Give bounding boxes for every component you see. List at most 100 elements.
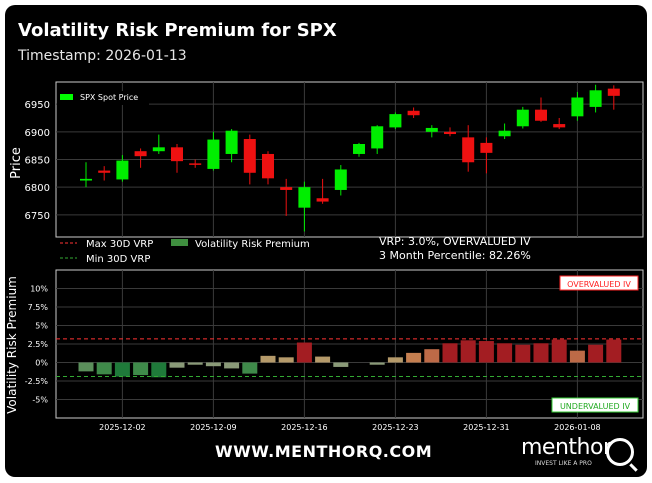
vrp-xtick-label: 2025-12-31: [463, 423, 510, 432]
vrp-bar: [169, 362, 185, 368]
candle-body: [589, 90, 602, 107]
candle-body: [516, 109, 529, 127]
vrp-ytick-label: 5%: [35, 322, 48, 331]
vrp-ytick-label: -5%: [32, 396, 48, 405]
vrp-ytick-label: 10%: [30, 285, 48, 294]
chart-title: Volatility Risk Premium for SPX: [18, 20, 337, 41]
vrp-ytick-label: 0%: [35, 359, 48, 368]
candle-body: [462, 137, 475, 163]
vrp-info-line-2: 3 Month Percentile: 82.26%: [379, 249, 531, 262]
undervalued-badge: [551, 397, 639, 413]
vrp-xtick-label: 2025-12-02: [99, 423, 146, 432]
vrp-bar: [478, 341, 494, 363]
price-ytick-label: 6750: [25, 211, 50, 222]
vrp-xtick-label: 2025-12-09: [190, 423, 237, 432]
vrp-bar: [205, 362, 221, 367]
candle-body: [189, 163, 202, 165]
candle-body: [134, 151, 147, 157]
candle-body: [535, 109, 547, 121]
price-legend-swatch: [60, 94, 73, 100]
candle-body: [152, 147, 165, 152]
candle-body: [553, 124, 566, 128]
vrp-bar: [114, 362, 130, 377]
candle-body: [480, 142, 493, 153]
price-legend-label: SPX Spot Price: [80, 93, 138, 102]
price-ytick-label: 6800: [25, 183, 50, 194]
brand-logo: menthor INVEST LIKE A PRO: [521, 435, 634, 467]
brand-q-icon: [606, 438, 634, 466]
vrp-bar: [224, 362, 240, 369]
vrp-bar: [133, 362, 149, 376]
vrp-bar: [278, 357, 294, 363]
price-ytick-label: 6850: [25, 156, 50, 167]
candle-body: [407, 110, 420, 116]
candle-body: [498, 130, 511, 137]
legend-max-label: Max 30D VRP: [86, 239, 153, 250]
vrp-bar: [497, 343, 513, 363]
vrp-bar: [387, 357, 403, 363]
legend-vrp-swatch: [171, 239, 188, 246]
candle-body: [262, 153, 274, 179]
vrp-ytick-label: -2.5%: [25, 377, 49, 386]
candle-body: [298, 187, 311, 208]
vrp-info-line-1: VRP: 3.0%, OVERVALUED IV: [379, 235, 531, 248]
candle-body: [98, 170, 111, 173]
legend-vrp-label: Volatility Risk Premium: [195, 239, 310, 250]
vrp-bar: [151, 362, 167, 378]
vrp-xtick-label: 2025-12-23: [372, 423, 419, 432]
price-ylabel: Price: [9, 147, 24, 179]
candle-body: [389, 114, 402, 128]
candle-body: [425, 127, 438, 132]
overvalued-badge: [559, 275, 639, 291]
vrp-xtick-label: 2026-01-08: [554, 423, 601, 432]
vrp-ylabel: Volatility Risk Premium: [5, 276, 19, 414]
candle-body: [334, 169, 347, 190]
brand-name: menthor: [521, 435, 612, 460]
candle-body: [316, 198, 329, 202]
timestamp: Timestamp: 2026-01-13: [18, 48, 187, 64]
vrp-bar: [78, 362, 94, 372]
vrp-xtick-label: 2025-12-16: [281, 423, 328, 432]
price-ytick-label: 6900: [25, 128, 50, 139]
candle-body: [225, 130, 238, 154]
candle-body: [371, 126, 384, 149]
vrp-bar: [96, 362, 112, 375]
vrp-bar: [424, 349, 440, 363]
vrp-bar: [406, 352, 422, 363]
candle-body: [607, 88, 620, 96]
candle-body: [80, 178, 92, 181]
vrp-bar: [315, 356, 331, 363]
brand-tagline: INVEST LIKE A PRO: [535, 460, 592, 467]
vrp-ytick-label: 7.5%: [28, 303, 49, 312]
candle-body: [171, 147, 183, 162]
vrp-bar: [369, 362, 385, 365]
candle-body: [207, 139, 220, 169]
vrp-bar: [533, 343, 549, 363]
candle-body: [243, 139, 256, 173]
vrp-bar: [569, 350, 585, 363]
vrp-bar: [242, 362, 258, 374]
vrp-ytick-label: 2.5%: [28, 340, 49, 349]
legend-min-label: Min 30D VRP: [86, 254, 150, 265]
vrp-bar: [588, 344, 604, 363]
price-ytick-label: 6950: [25, 100, 50, 111]
vrp-bar: [606, 339, 622, 363]
vrp-bar: [442, 343, 458, 363]
candle-body: [353, 144, 365, 154]
vrp-bar: [551, 339, 567, 363]
undervalued-label: UNDERVALUED IV: [560, 402, 631, 411]
overvalued-label: OVERVALUED IV: [567, 280, 631, 289]
footer-url[interactable]: WWW.MENTHORQ.COM: [215, 442, 433, 461]
vrp-bar: [515, 344, 531, 363]
vrp-bar: [187, 362, 203, 365]
candle-body: [280, 187, 293, 190]
vrp-bar: [260, 355, 276, 363]
vrp-bar: [296, 342, 312, 363]
vrp-bar: [460, 340, 476, 363]
candle-body: [116, 160, 129, 180]
candle-body: [571, 97, 584, 117]
candle-body: [444, 131, 456, 135]
price-legend-box: [57, 91, 149, 105]
vrp-bar: [333, 362, 349, 367]
